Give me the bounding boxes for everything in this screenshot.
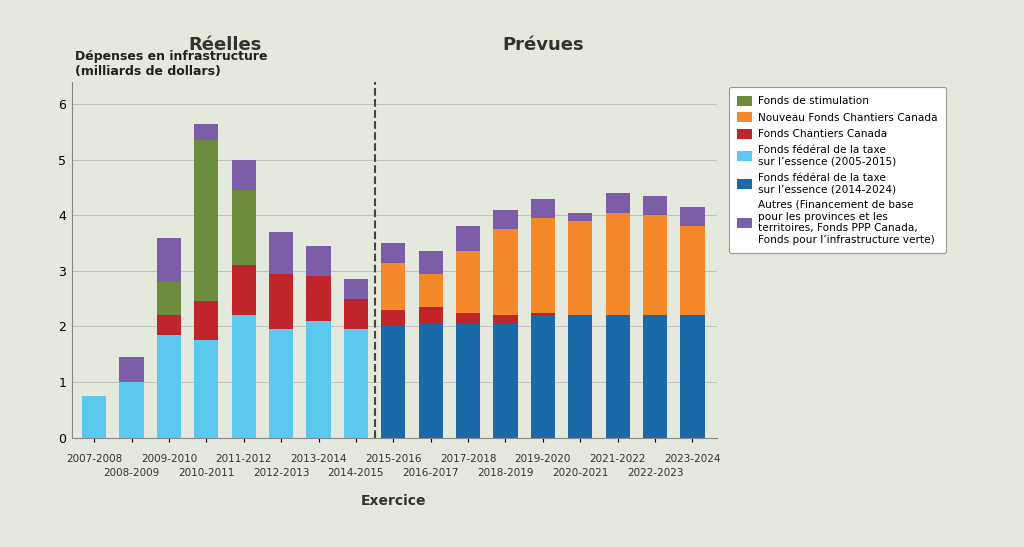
Bar <box>231 316 256 438</box>
Bar <box>157 335 181 438</box>
Bar <box>381 243 406 263</box>
Bar <box>269 329 293 438</box>
Text: 2016-2017: 2016-2017 <box>402 468 459 478</box>
Bar <box>568 213 593 221</box>
Bar <box>157 282 181 316</box>
Bar <box>381 263 406 310</box>
Text: Dépenses en infrastructure
(milliards de dollars): Dépenses en infrastructure (milliards de… <box>76 50 268 79</box>
Bar <box>231 265 256 316</box>
Bar <box>157 237 181 282</box>
Text: 2011-2012: 2011-2012 <box>215 454 272 464</box>
Text: 2007-2008: 2007-2008 <box>66 454 122 464</box>
Bar <box>494 324 518 438</box>
Text: 2017-2018: 2017-2018 <box>440 454 497 464</box>
Text: 2012-2013: 2012-2013 <box>253 468 309 478</box>
Bar <box>231 190 256 265</box>
Bar <box>419 324 442 438</box>
Text: Réelles: Réelles <box>188 36 262 54</box>
Bar <box>494 210 518 229</box>
Bar <box>269 232 293 274</box>
Bar <box>82 396 106 438</box>
Bar <box>605 316 630 438</box>
Bar <box>344 280 368 299</box>
Bar <box>195 301 218 340</box>
Bar <box>643 316 668 438</box>
Bar <box>231 160 256 190</box>
Bar <box>680 226 705 316</box>
Bar <box>643 196 668 216</box>
Text: 2019-2020: 2019-2020 <box>515 454 571 464</box>
Bar <box>456 252 480 312</box>
Bar <box>494 316 518 324</box>
Bar <box>419 307 442 324</box>
Bar <box>680 207 705 226</box>
Bar <box>680 316 705 438</box>
Bar <box>381 310 406 327</box>
Text: 2008-2009: 2008-2009 <box>103 468 160 478</box>
Bar <box>568 316 593 438</box>
Text: 2014-2015: 2014-2015 <box>328 468 384 478</box>
Text: 2013-2014: 2013-2014 <box>290 454 347 464</box>
Bar <box>456 324 480 438</box>
Bar <box>381 327 406 438</box>
Text: 2018-2019: 2018-2019 <box>477 468 534 478</box>
Bar <box>605 193 630 213</box>
Bar <box>195 124 218 141</box>
Bar <box>195 141 218 301</box>
Bar <box>269 274 293 329</box>
Text: 2021-2022: 2021-2022 <box>590 454 646 464</box>
Bar <box>643 216 668 316</box>
Legend: Fonds de stimulation, Nouveau Fonds Chantiers Canada, Fonds Chantiers Canada, Fo: Fonds de stimulation, Nouveau Fonds Chan… <box>728 88 946 253</box>
Bar <box>344 299 368 329</box>
Text: 2015-2016: 2015-2016 <box>365 454 422 464</box>
Text: 2020-2021: 2020-2021 <box>552 468 608 478</box>
Bar <box>120 382 143 438</box>
Bar <box>195 340 218 438</box>
Text: 2022-2023: 2022-2023 <box>627 468 683 478</box>
Bar <box>568 221 593 316</box>
Text: Exercice: Exercice <box>360 494 426 509</box>
Bar <box>605 213 630 316</box>
Bar <box>306 321 331 438</box>
Bar <box>456 226 480 252</box>
Bar <box>530 218 555 312</box>
Text: 2023-2024: 2023-2024 <box>665 454 721 464</box>
Text: 2010-2011: 2010-2011 <box>178 468 234 478</box>
Bar <box>344 329 368 438</box>
Bar <box>530 312 555 316</box>
Bar <box>530 316 555 438</box>
Bar <box>456 312 480 324</box>
Bar <box>530 199 555 218</box>
Bar <box>157 316 181 335</box>
Bar <box>120 357 143 382</box>
Text: Prévues: Prévues <box>502 36 584 54</box>
Bar <box>306 246 331 276</box>
Bar <box>419 274 442 307</box>
Text: 2009-2010: 2009-2010 <box>140 454 197 464</box>
Bar <box>494 229 518 316</box>
Bar <box>419 252 442 274</box>
Bar <box>306 276 331 321</box>
